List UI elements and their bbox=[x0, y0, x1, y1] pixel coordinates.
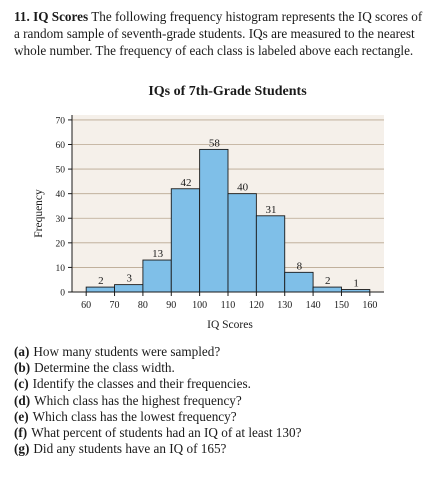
x-tick-label: 160 bbox=[362, 300, 377, 311]
histogram-bar bbox=[227, 193, 257, 293]
y-tick-label: 50 bbox=[56, 166, 66, 176]
question-label: (b) bbox=[14, 360, 31, 376]
question-item: (c) Identify the classes and their freque… bbox=[14, 376, 434, 392]
y-tick-label: 60 bbox=[56, 141, 66, 151]
bar-value-label: 31 bbox=[266, 204, 277, 216]
bar-value-label: 8 bbox=[297, 260, 303, 272]
problem-number: 11. bbox=[14, 9, 30, 24]
question-item: (d) Which class has the highest frequency… bbox=[14, 393, 434, 409]
x-tick-label: 70 bbox=[110, 300, 120, 311]
question-item: (a) How many students were sampled? bbox=[14, 344, 434, 360]
x-tick-label: 110 bbox=[221, 300, 236, 311]
question-text: Determine the class width. bbox=[34, 360, 175, 376]
y-axis-label: Frequency bbox=[33, 189, 45, 238]
question-text: Identify the classes and their frequenci… bbox=[32, 376, 251, 392]
bar-value-label: 1 bbox=[353, 278, 359, 290]
x-tick-label: 90 bbox=[166, 300, 176, 311]
x-tick-label: 140 bbox=[306, 300, 321, 311]
question-label: (a) bbox=[14, 344, 30, 359]
question-label: (f) bbox=[14, 425, 28, 441]
question-item: (f) What percent of students had an IQ of… bbox=[14, 425, 434, 441]
chart-title: IQs of 7th-Grade Students bbox=[148, 84, 307, 99]
question-item: (e) Which class has the lowest frequency? bbox=[14, 409, 434, 425]
x-tick-label: 80 bbox=[138, 300, 148, 311]
bar-value-label: 2 bbox=[325, 275, 331, 287]
question-list: (a) How many students were sampled? (b) Det… bbox=[14, 344, 434, 457]
histogram-bar bbox=[142, 259, 172, 293]
question-text: Did any students have an IQ of 165? bbox=[33, 441, 227, 457]
bar-value-label: 3 bbox=[126, 273, 132, 285]
y-tick-label: 30 bbox=[56, 215, 66, 225]
histogram-chart: 2 3 13 42 58 40 31 8 2 1 0 10 20 30 40 50 60 70 60 70 80 90 10… bbox=[0, 105, 437, 337]
histogram-bar bbox=[284, 271, 314, 293]
question-label: (d) bbox=[14, 392, 31, 408]
bar-value-label: 40 bbox=[237, 182, 249, 194]
problem-statement: 11. IQ Scores The following frequency hi… bbox=[14, 8, 426, 59]
x-tick-label: 150 bbox=[334, 300, 349, 311]
histogram-bar bbox=[85, 286, 115, 293]
y-tick-label: 10 bbox=[56, 264, 66, 274]
question-label: (g) bbox=[14, 441, 30, 457]
question-text: What percent of students had an IQ of at… bbox=[31, 425, 302, 441]
x-tick-label: 100 bbox=[192, 300, 207, 311]
histogram-bar bbox=[199, 148, 229, 293]
histogram-bar bbox=[255, 215, 286, 293]
question-text: Which class has the highest frequency? bbox=[34, 392, 242, 408]
question-item: (g) Did any students have an IQ of 165? bbox=[14, 441, 434, 457]
bar-value-label: 42 bbox=[180, 177, 191, 189]
question-item: (b) Determine the class width. bbox=[14, 360, 434, 376]
y-tick-label: 70 bbox=[56, 116, 66, 126]
problem-title: IQ Scores bbox=[33, 9, 89, 24]
y-tick-label: 20 bbox=[56, 239, 66, 249]
x-tick-label: 60 bbox=[81, 300, 91, 311]
question-label: (e) bbox=[14, 408, 29, 424]
histogram-bar bbox=[114, 284, 144, 293]
x-tick-label: 130 bbox=[277, 300, 292, 311]
question-text: How many students were sampled? bbox=[33, 344, 221, 359]
question-label: (c) bbox=[14, 376, 29, 392]
bar-value-label: 58 bbox=[209, 137, 221, 149]
y-tick-label: 0 bbox=[60, 289, 65, 299]
question-text: Which class has the lowest frequency? bbox=[32, 408, 237, 424]
histogram-bar bbox=[170, 188, 201, 293]
x-tick-label: 120 bbox=[249, 300, 264, 311]
problem-text: The following frequency histogram repres… bbox=[14, 9, 423, 58]
bar-value-label: 13 bbox=[152, 248, 164, 260]
x-axis-label: IQ Scores bbox=[207, 319, 253, 331]
bar-value-label: 2 bbox=[98, 275, 104, 287]
histogram-bar bbox=[312, 286, 342, 293]
y-tick-label: 40 bbox=[56, 190, 66, 200]
